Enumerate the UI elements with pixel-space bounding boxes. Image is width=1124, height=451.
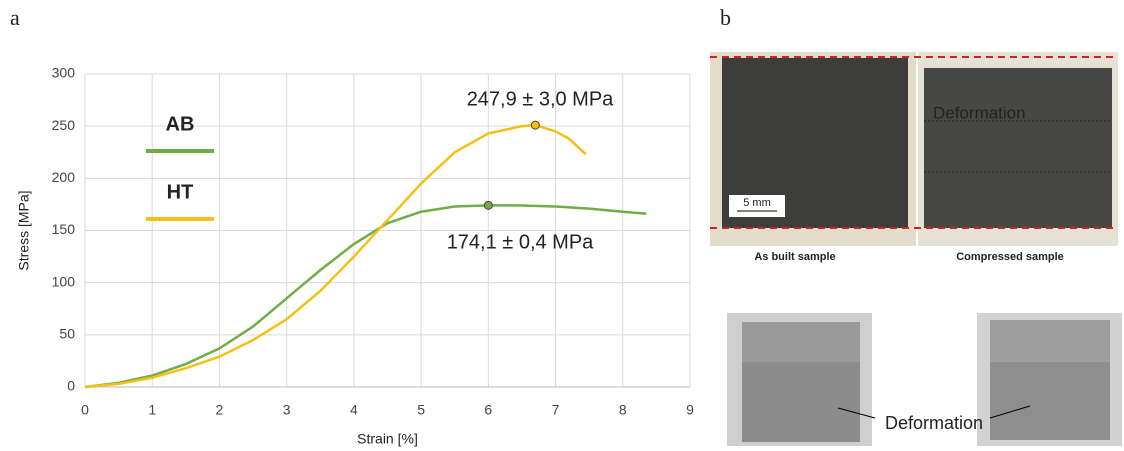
- peak-marker: [530, 120, 540, 130]
- y-tick-label: 50: [59, 326, 75, 342]
- panel-label: a: [10, 5, 20, 30]
- photo: [924, 68, 1112, 228]
- x-tick-label: 9: [686, 402, 694, 418]
- peak-marker: [483, 200, 493, 210]
- y-tick-label: 100: [52, 273, 76, 289]
- line-series: [84, 204, 647, 389]
- x-tick-label: 2: [216, 402, 224, 418]
- x-axis-label: Strain [%]: [357, 431, 418, 447]
- caption: As built sample: [754, 251, 835, 263]
- y-tick-label: 0: [67, 378, 75, 394]
- x-tick-label: 8: [619, 402, 627, 418]
- legend-label: HT: [167, 181, 194, 203]
- y-tick-label: 300: [52, 65, 76, 81]
- legend-label: AB: [166, 113, 195, 135]
- scale-label: 5 mm: [743, 197, 771, 209]
- y-axis-label: Stress [MPa]: [16, 190, 32, 270]
- lattice-top: [990, 320, 1110, 362]
- y-tick-label: 250: [52, 117, 76, 133]
- arrow: [837, 407, 876, 419]
- x-tick-label: 6: [484, 402, 492, 418]
- block: [742, 362, 860, 442]
- x-tick-label: 7: [552, 402, 560, 418]
- y-tick-label: 150: [52, 221, 76, 237]
- panel-label: b: [720, 5, 731, 30]
- annotation: Deformation: [885, 413, 983, 433]
- line-series: [84, 123, 587, 389]
- x-tick-label: 3: [283, 402, 291, 418]
- x-tick-label: 1: [148, 402, 156, 418]
- annotation: 174,1 ± 0,4 MPa: [447, 231, 594, 253]
- caption: Compressed sample: [956, 251, 1064, 263]
- x-tick-label: 5: [417, 402, 425, 418]
- overlay-label: Deformation: [933, 103, 1026, 122]
- annotation: 247,9 ± 3,0 MPa: [467, 88, 614, 110]
- y-tick-label: 200: [52, 169, 76, 185]
- arrow: [989, 405, 1031, 419]
- x-tick-label: 4: [350, 402, 358, 418]
- x-tick-label: 0: [81, 402, 89, 418]
- block: [990, 362, 1110, 440]
- lattice-top: [742, 322, 860, 362]
